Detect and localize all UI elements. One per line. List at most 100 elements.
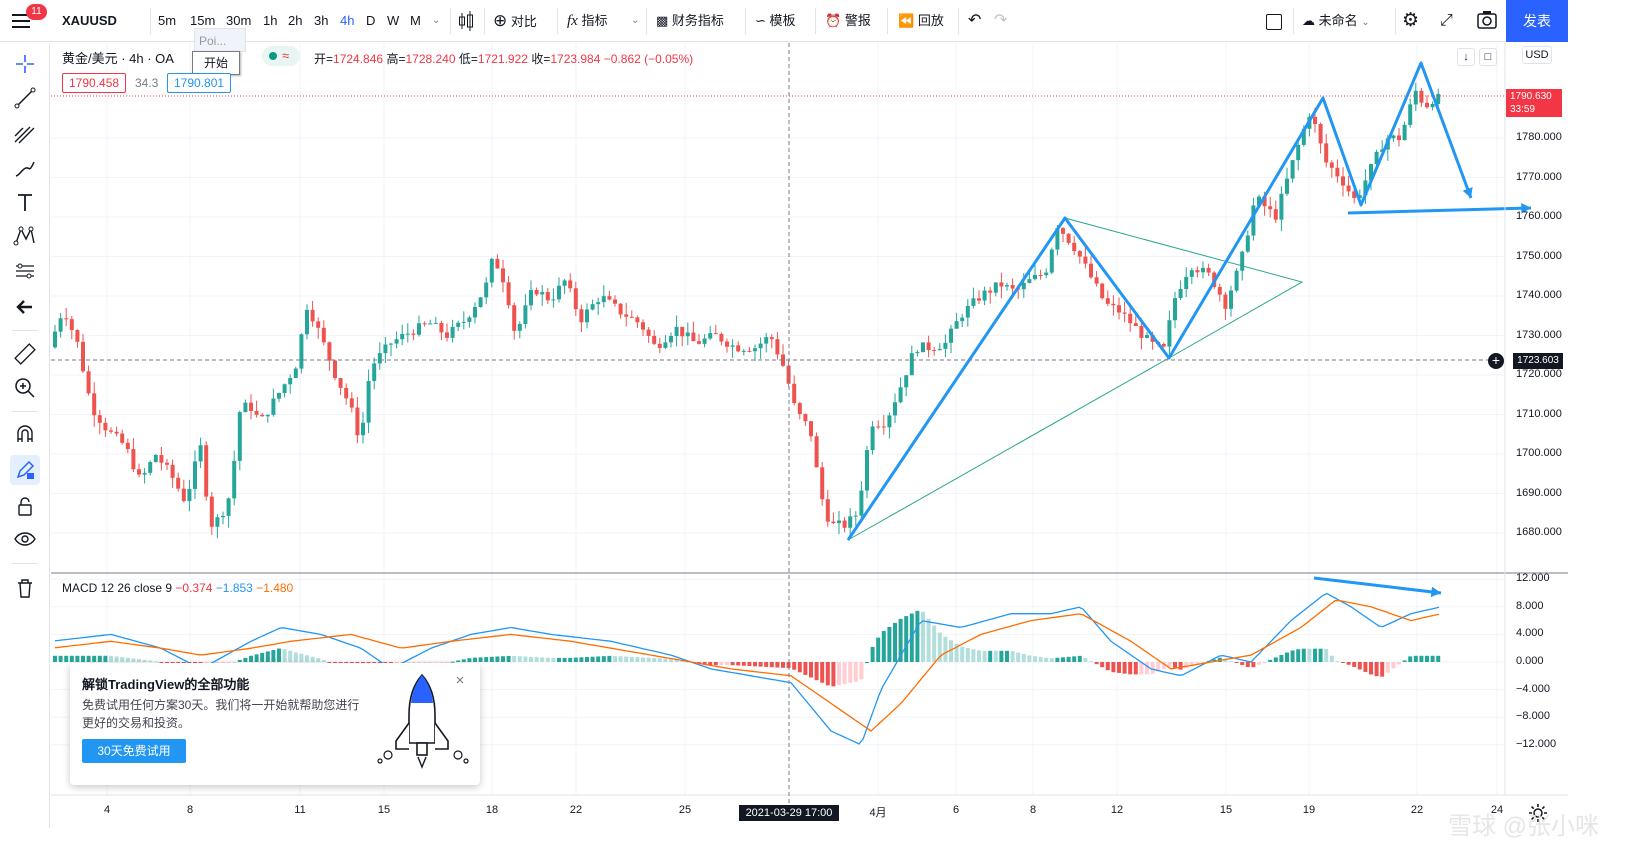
symbol-search[interactable]: XAUUSD — [62, 13, 117, 28]
divider — [557, 8, 558, 34]
templates-button[interactable]: ∽ 模板 — [755, 0, 796, 42]
divider — [12, 411, 38, 412]
candle-body — [249, 402, 253, 411]
macd-bar — [904, 616, 909, 662]
interval-W[interactable]: W — [387, 13, 400, 28]
macd-bar — [1005, 650, 1009, 662]
zoom-in-icon[interactable] — [10, 373, 40, 403]
gear-icon[interactable] — [1527, 802, 1549, 824]
redo-icon[interactable]: ↷ — [994, 12, 1008, 29]
interval-30m[interactable]: 30m — [226, 13, 252, 28]
interval-D[interactable]: D — [366, 13, 376, 28]
text-icon[interactable] — [10, 188, 40, 218]
candle-body — [708, 333, 713, 339]
last-price-tag: 1790.630 33:59 — [1506, 89, 1562, 117]
start-button[interactable]: 开始 — [192, 51, 240, 75]
free-trial-button[interactable]: 30天免费试用 — [82, 739, 186, 763]
macd-bar — [1184, 662, 1189, 669]
interval-5m[interactable]: 5m — [158, 13, 177, 28]
candle-body — [529, 290, 533, 306]
macd-legend[interactable]: MACD 12 26 close 9 −0.374 −1.853 −1.480 — [62, 581, 293, 595]
candle-body — [1094, 277, 1099, 284]
trend-line-icon[interactable] — [10, 83, 40, 113]
layout-icon[interactable] — [1266, 0, 1282, 42]
chevron-down-icon[interactable]: ⌄ — [432, 15, 441, 26]
compare-button[interactable]: ⊕ 对比 — [493, 0, 537, 42]
back-arrow-icon[interactable] — [10, 292, 40, 322]
macd-bar — [1425, 655, 1429, 662]
macd-bar — [1301, 648, 1306, 662]
financials-button[interactable]: ▩ 财务指标 — [656, 0, 724, 42]
sell-price-button[interactable]: 1790.458 — [62, 73, 127, 93]
macd-axis-label: −12.000 — [1516, 737, 1557, 750]
arrow-down-icon[interactable]: ↓ — [1457, 48, 1475, 66]
macd-bar — [825, 662, 830, 686]
high-value: 1728.240 — [405, 52, 456, 66]
fullscreen-icon[interactable]: ⤢ — [1440, 12, 1453, 29]
candle-body — [1005, 285, 1009, 287]
currency-label[interactable]: USD — [1522, 46, 1552, 64]
candle-body — [904, 375, 909, 388]
time-axis-label: 4 — [103, 804, 111, 816]
macd-bar — [237, 659, 242, 662]
trash-icon[interactable] — [10, 573, 40, 603]
symbol-legend[interactable]: 黄金/美元 · 4h · OA — [62, 48, 174, 67]
alarm-clock-icon: ⏰ — [825, 13, 842, 28]
candle-body — [797, 403, 802, 415]
pattern-icon[interactable] — [10, 221, 40, 251]
menu-icon[interactable] — [10, 10, 36, 34]
candle-body — [478, 297, 483, 307]
interval-1h[interactable]: 1h — [263, 13, 278, 28]
interval-15m[interactable]: 15m — [190, 13, 216, 28]
macd-bar — [764, 662, 769, 667]
maximize-icon[interactable]: □ — [1479, 48, 1497, 66]
chevron-down-icon[interactable]: ⌄ — [631, 15, 640, 26]
candle-body — [489, 258, 494, 283]
market-status-toggle[interactable]: ≈ — [262, 46, 300, 66]
interval-M[interactable]: M — [410, 13, 421, 28]
crosshair-icon[interactable] — [10, 49, 40, 79]
price-axis-label: 1740.000 — [1516, 289, 1562, 301]
prediction-icon[interactable] — [10, 256, 40, 286]
macd-bar — [1363, 662, 1368, 672]
candle-body — [1117, 305, 1121, 313]
candle-body — [937, 348, 942, 351]
ruler-icon[interactable] — [10, 339, 40, 369]
candle-body — [97, 415, 102, 423]
lock-drawing-icon[interactable] — [10, 455, 40, 485]
undo-icon[interactable]: ↶ — [968, 12, 982, 29]
magnet-icon[interactable] — [10, 420, 40, 450]
layout-name-button[interactable]: ☁ 未命名 ⌄ — [1302, 0, 1370, 42]
interval-2h[interactable]: 2h — [288, 13, 303, 28]
drawings-layer — [846, 61, 1532, 598]
alert-button[interactable]: ⏰ 警报 — [825, 0, 871, 42]
replay-button[interactable]: ⏪ 回放 — [898, 0, 944, 42]
candle-body — [131, 449, 136, 470]
macd-bar — [142, 659, 147, 662]
macd-bar — [1318, 648, 1323, 662]
candle-body — [75, 330, 80, 342]
candle-body — [389, 343, 393, 345]
candle-body — [646, 329, 651, 336]
buy-price-button[interactable]: 1790.801 — [167, 73, 232, 93]
publish-button[interactable]: 发表 — [1506, 0, 1568, 42]
settings-gear-icon[interactable]: ⚙ — [1402, 10, 1420, 31]
macd-bar — [898, 618, 903, 662]
macd-bar — [1296, 649, 1301, 662]
divider — [1293, 8, 1294, 34]
camera-icon[interactable] — [1476, 0, 1498, 42]
interval-3h[interactable]: 3h — [314, 13, 329, 28]
indicators-button[interactable]: fx 指标 — [567, 0, 607, 42]
macd-bar — [1234, 662, 1239, 663]
candle-body — [792, 383, 797, 404]
eye-icon[interactable] — [10, 524, 40, 554]
candles-icon[interactable] — [458, 0, 474, 42]
add-alert-icon[interactable]: + — [1488, 353, 1504, 369]
lock-icon[interactable] — [10, 491, 40, 521]
brush-icon[interactable] — [10, 154, 40, 184]
candle-body — [400, 333, 405, 340]
macd-bar — [75, 655, 80, 662]
fib-icon[interactable] — [10, 119, 40, 149]
interval-4h[interactable]: 4h — [340, 13, 355, 28]
close-icon[interactable]: × — [455, 672, 465, 689]
